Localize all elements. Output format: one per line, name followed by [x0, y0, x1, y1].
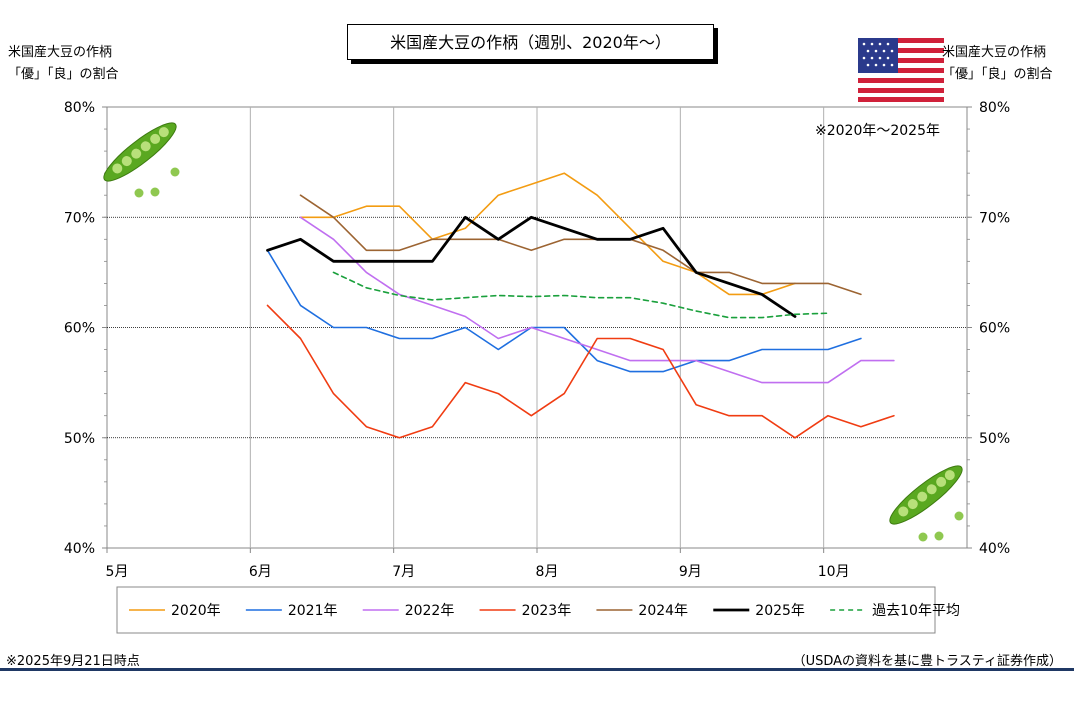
y-tick-label-left: 80%: [64, 100, 95, 116]
legend: 2020年 2021年 2022年 2023年 2024年 2025年 過去10年平均: [116, 586, 960, 634]
period-note: ※2020年～2025年: [815, 123, 940, 139]
legend-label-6: 過去10年平均: [872, 603, 960, 619]
soybean-icon: [134, 167, 180, 198]
y-axis-label-right-line2: 「優」「良」の割合: [942, 67, 1053, 82]
y-axis-label-left: 米国産大豆の作柄 「優」「良」の割合: [8, 42, 119, 86]
y-axis-label-left-line2: 「優」「良」の割合: [8, 67, 119, 82]
y-tick-label-right: 60%: [979, 321, 1010, 337]
legend-label-4: 2024年: [638, 603, 688, 619]
x-tick-label: 5月: [106, 564, 129, 580]
series-line-2: [299, 216, 895, 384]
soybean-pod-icon: [103, 122, 177, 182]
x-tick-label: 10月: [818, 564, 850, 580]
x-tick-label: 6月: [249, 564, 272, 580]
y-tick-label-left: 50%: [64, 431, 95, 447]
x-tick-label: 8月: [536, 564, 559, 580]
x-tick-label: 9月: [679, 564, 702, 580]
legend-label-0: 2020年: [171, 603, 221, 619]
legend-label-5: 2025年: [755, 603, 805, 619]
series-layer: [266, 172, 895, 439]
axis-layer: 40% 40% 50% 50% 60% 60% 70% 70% 80% 80% 5月 6月 7月 8月 9月…: [64, 100, 1010, 580]
y-tick-label-right: 70%: [979, 210, 1010, 226]
series-line-1: [266, 249, 862, 373]
y-tick-label-right: 40%: [979, 541, 1010, 557]
y-tick-label-left: 70%: [64, 210, 95, 226]
y-axis-label-left-line1: 米国産大豆の作柄: [8, 45, 113, 60]
source-footnote: （USDAの資料を基に豊トラスティ証券作成）: [792, 654, 1062, 669]
y-axis-label-right: 米国産大豆の作柄 「優」「良」の割合: [942, 42, 1053, 86]
y-tick-label-left: 40%: [64, 541, 95, 557]
y-axis-label-right-line1: 米国産大豆の作柄: [942, 45, 1047, 60]
us-flag-icon: [858, 38, 944, 102]
chart-title: 米国産大豆の作柄（週別、2020年～）: [347, 24, 714, 60]
x-tick-label: 7月: [392, 564, 415, 580]
series-line-4: [299, 194, 862, 296]
bottom-rule: [0, 668, 1074, 671]
legend-label-1: 2021年: [288, 603, 338, 619]
legend-label-3: 2023年: [522, 603, 572, 619]
series-line-6: [332, 271, 829, 319]
series-line-3: [266, 304, 895, 439]
as-of-footnote: ※2025年9月21日時点: [6, 654, 140, 669]
legend-label-2: 2022年: [405, 603, 455, 619]
y-tick-label-right: 80%: [979, 100, 1010, 116]
y-tick-label-left: 60%: [64, 321, 95, 337]
soybean-pod-icon: [889, 465, 963, 525]
series-line-0: [299, 172, 796, 296]
soybean-icon: [918, 511, 964, 542]
y-tick-label-right: 50%: [979, 431, 1010, 447]
series-line-5: [266, 215, 797, 318]
